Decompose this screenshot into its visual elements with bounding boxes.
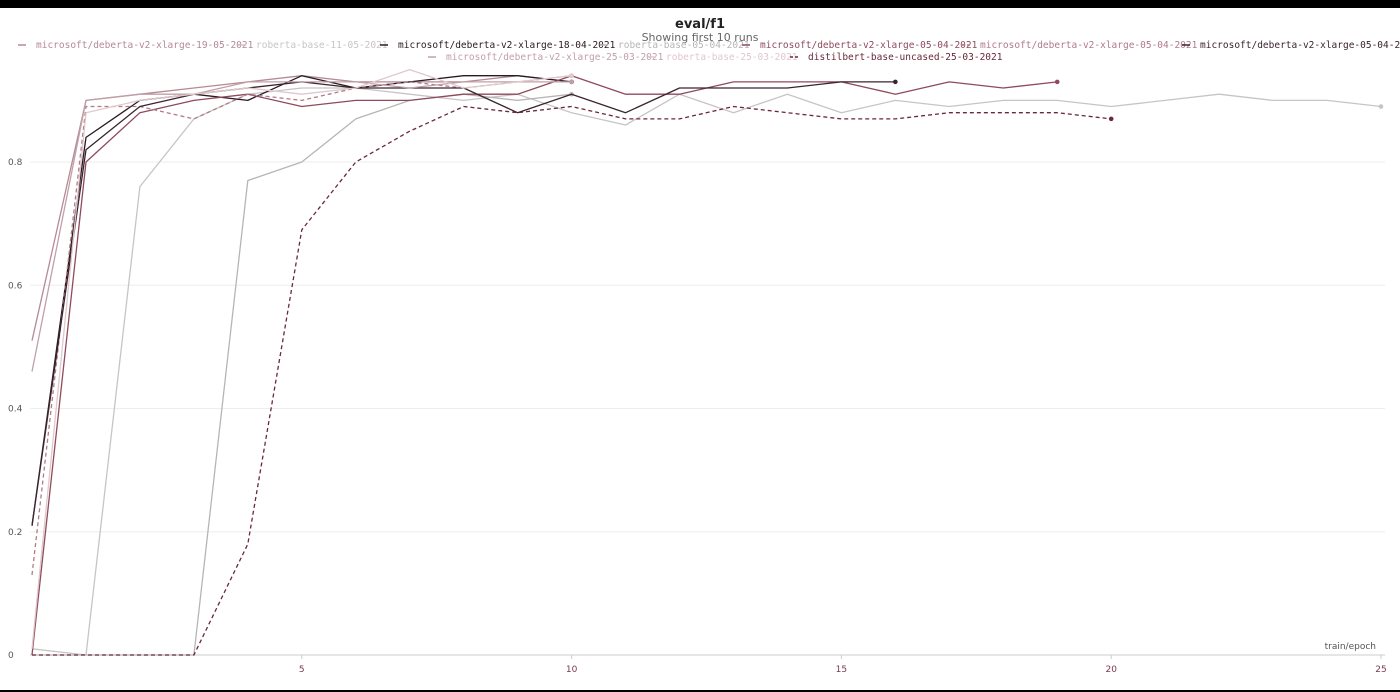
legend-label: microsoft/deberta-v2-xlarge-05-04-2021 (1200, 40, 1400, 51)
legend-item[interactable]: microsoft/deberta-v2-xlarge-05-04-2021 (1182, 40, 1400, 51)
x-tick-label: 10 (566, 665, 578, 675)
legend[interactable]: microsoft/deberta-v2-xlarge-19-05-2021 ro… (18, 40, 1400, 63)
legend-label: microsoft/deberta-v2-xlarge-05-04-2021 (980, 40, 1198, 51)
series-end-marker (893, 79, 898, 85)
x-axis-label: train/epoch (1325, 642, 1376, 652)
y-tick-label: 0.4 (8, 405, 23, 415)
series-end-marker (569, 73, 574, 79)
legend-item[interactable]: microsoft/deberta-v2-xlarge-19-05-2021 (18, 40, 254, 51)
legend-item[interactable]: microsoft/deberta-v2-xlarge-25-03-2021 (428, 52, 664, 63)
chart-subtitle: Showing first 10 runs (641, 31, 759, 44)
x-tick-label: 15 (836, 665, 847, 675)
series-line (31, 68, 572, 649)
series-line (31, 75, 572, 526)
series-line (31, 75, 572, 341)
series-line (31, 75, 1058, 656)
series-line (32, 93, 572, 656)
legend-item[interactable]: microsoft/deberta-v2-xlarge-05-04-2021 (742, 40, 978, 51)
y-tick-label: 0.6 (8, 281, 23, 291)
x-tick-label: 25 (1375, 665, 1386, 675)
legend-label: roberta-base-25-03-2021 (666, 52, 798, 63)
legend-item[interactable]: distilbert-base-uncased-25-03-2021 (790, 52, 1003, 63)
x-tick-label: 5 (299, 665, 305, 675)
legend-label: roberta-base-11-05-2021 (256, 40, 388, 51)
y-tick-label: 0.8 (8, 158, 23, 168)
series-line (32, 105, 1112, 656)
series-end-marker (569, 79, 574, 85)
y-tick-label: 0.2 (8, 528, 22, 538)
legend-label: microsoft/deberta-v2-xlarge-25-03-2021 (446, 52, 664, 63)
series-layer (31, 68, 1384, 656)
series-end-marker (1108, 116, 1114, 122)
series-line (31, 75, 572, 575)
series-line (31, 81, 572, 372)
series-line (31, 81, 896, 526)
chart-panel (0, 8, 1400, 690)
series-line (31, 87, 1382, 656)
x-tick-label: 20 (1105, 665, 1117, 675)
legend-label: microsoft/deberta-v2-xlarge-18-04-2021 (398, 40, 616, 51)
axis-layer: train/epoch 5 10 15 20 25 (30, 642, 1387, 675)
legend-item[interactable]: roberta-base-05-04-2021 (600, 40, 750, 51)
grid-layer: 0 0.2 0.4 0.6 0.8 (8, 158, 1385, 661)
top-strip (0, 0, 1400, 8)
legend-label: microsoft/deberta-v2-xlarge-19-05-2021 (36, 40, 254, 51)
legend-label: microsoft/deberta-v2-xlarge-05-04-2021 (760, 40, 978, 51)
legend-item[interactable]: microsoft/deberta-v2-xlarge-05-04-2021 (962, 40, 1198, 51)
series-end-marker (1378, 104, 1384, 109)
legend-label: roberta-base-05-04-2021 (618, 40, 750, 51)
legend-item[interactable]: microsoft/deberta-v2-xlarge-18-04-2021 (380, 40, 616, 51)
y-tick-label: 0 (8, 651, 14, 661)
chart-title: eval/f1 (675, 17, 725, 32)
legend-item[interactable]: roberta-base-11-05-2021 (238, 40, 388, 51)
legend-label: distilbert-base-uncased-25-03-2021 (808, 52, 1003, 63)
legend-item[interactable]: roberta-base-25-03-2021 (648, 52, 798, 63)
series-end-marker (1054, 79, 1060, 85)
